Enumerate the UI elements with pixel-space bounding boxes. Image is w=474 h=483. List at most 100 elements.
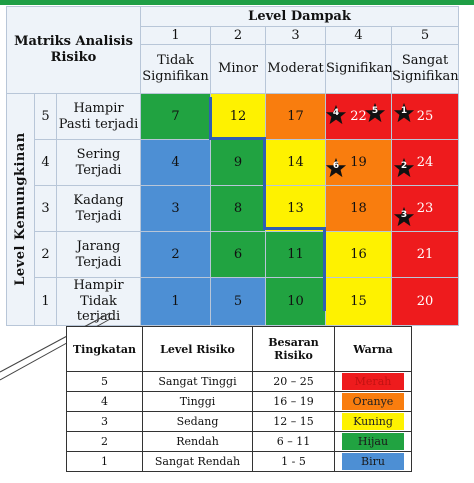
zone-boundary-line	[323, 227, 326, 311]
legend-risk-name: Rendah	[142, 431, 253, 452]
risk-value: 22	[350, 108, 367, 124]
risk-value: 3	[171, 200, 180, 216]
risk-cell: 24	[391, 139, 460, 186]
legend-header-color: Warna	[334, 326, 412, 372]
legend-range: 1 - 5	[252, 451, 335, 472]
risk-cell: 13	[265, 185, 327, 232]
risk-marker-star: 1	[393, 102, 415, 124]
risk-value: 24	[416, 154, 434, 170]
risk-marker-label: 2	[400, 161, 408, 171]
risk-cell: 3	[140, 185, 212, 232]
impact-name-2: Minor	[210, 44, 267, 94]
legend-risk-name: Sedang	[142, 411, 253, 432]
risk-value: 1	[171, 293, 180, 309]
legend-range: 16 – 19	[252, 391, 335, 412]
legend-level: 1	[66, 451, 143, 472]
legend-color-cell: Kuning	[334, 411, 412, 432]
risk-value: 17	[287, 108, 304, 124]
legend-range: 20 – 25	[252, 371, 335, 392]
impact-name-5: Sangat Signifikan	[391, 44, 460, 94]
risk-cell: 16	[325, 231, 393, 278]
risk-value: 19	[350, 154, 367, 170]
legend-row: 5 Sangat Tinggi 20 – 25 Merah	[66, 371, 412, 392]
impact-num-4: 4	[325, 26, 393, 45]
legend-color-cell: Hijau	[334, 431, 412, 452]
risk-value: 5	[233, 293, 243, 309]
risk-marker-star: 6	[325, 157, 347, 179]
legend-level: 5	[66, 371, 143, 392]
risk-cell: 7	[140, 93, 212, 140]
legend-level: 3	[66, 411, 143, 432]
risk-marker-label: 4	[332, 108, 340, 118]
risk-cell: 2	[140, 231, 212, 278]
risk-value: 23	[416, 200, 434, 216]
risk-cell: 15	[325, 277, 393, 326]
risk-marker-star: 4	[325, 104, 347, 126]
matrix-title: Matriks Analisis Risiko	[5, 6, 142, 94]
risk-cell: 17	[265, 93, 327, 140]
likelihood-name: Hampir Tidak terjadi	[55, 277, 142, 326]
likelihood-num: 3	[34, 185, 57, 232]
risk-cell: 11	[265, 231, 327, 278]
likelihood-num: 5	[34, 93, 57, 140]
risk-value: 9	[233, 154, 243, 170]
risk-marker-label: 6	[332, 161, 340, 171]
likelihood-title: Level Kemungkinan	[12, 132, 28, 287]
legend-row: 2 Rendah 6 – 11 Hijau	[66, 431, 412, 452]
risk-marker-label: 5	[371, 106, 379, 116]
risk-cell: 21	[391, 231, 460, 278]
legend-range: 12 – 15	[252, 411, 335, 432]
risk-value: 12	[229, 108, 247, 124]
risk-cell: 12	[210, 93, 267, 140]
risk-cell: 1	[140, 277, 212, 326]
risk-cell: 4	[140, 139, 212, 186]
risk-value: 2	[171, 246, 180, 262]
likelihood-name: Kadang Terjadi	[55, 185, 142, 232]
likelihood-num: 1	[34, 277, 57, 326]
impact-level-title: Level Dampak	[140, 6, 460, 27]
risk-cell: 22	[325, 93, 393, 140]
risk-value: 4	[171, 154, 180, 170]
impact-name-1: Tidak Signifikan	[140, 44, 212, 94]
risk-marker-label: 1	[400, 106, 408, 116]
zone-boundary-line	[209, 137, 265, 140]
legend-level: 2	[66, 431, 143, 452]
risk-level-legend: Tingkatan Level Risiko Besaran Risiko Wa…	[66, 326, 412, 472]
risk-value: 10	[287, 293, 304, 309]
legend-color-cell: Oranye	[334, 391, 412, 412]
risk-cell: 10	[265, 277, 327, 326]
risk-value: 15	[350, 293, 367, 309]
legend-color-swatch: Biru	[342, 453, 404, 470]
risk-value: 21	[416, 246, 434, 262]
risk-value: 7	[171, 108, 180, 124]
impact-num-3: 3	[265, 26, 327, 45]
risk-cell: 20	[391, 277, 460, 326]
legend-risk-name: Sangat Tinggi	[142, 371, 253, 392]
risk-value: 8	[233, 200, 243, 216]
risk-value: 6	[233, 246, 243, 262]
risk-value: 20	[416, 293, 434, 309]
risk-value: 16	[350, 246, 367, 262]
impact-name-4: Signifikan	[325, 44, 393, 94]
legend-row: 3 Sedang 12 – 15 Kuning	[66, 411, 412, 432]
legend-color-swatch: Oranye	[342, 393, 404, 410]
likelihood-name: Sering Terjadi	[55, 139, 142, 186]
zone-boundary-line	[209, 97, 212, 139]
legend-color-cell: Biru	[334, 451, 412, 472]
likelihood-name: Hampir Pasti terjadi	[55, 93, 142, 140]
legend-header-magnitude: Besaran Risiko	[252, 326, 335, 372]
likelihood-num: 4	[34, 139, 57, 186]
impact-num-5: 5	[391, 26, 460, 45]
legend-header-risk-level: Level Risiko	[142, 326, 253, 372]
top-accent-strip	[0, 0, 474, 5]
risk-marker-star: 2	[393, 157, 415, 179]
legend-row: 1 Sangat Rendah 1 - 5 Biru	[66, 451, 412, 472]
risk-cell: 23	[391, 185, 460, 232]
risk-cell: 5	[210, 277, 267, 326]
legend-color-swatch: Kuning	[342, 413, 404, 430]
legend-color-cell: Merah	[334, 371, 412, 392]
legend-risk-name: Sangat Rendah	[142, 451, 253, 472]
legend-risk-name: Tinggi	[142, 391, 253, 412]
legend-level: 4	[66, 391, 143, 412]
likelihood-title-cell: Level Kemungkinan	[6, 93, 35, 326]
